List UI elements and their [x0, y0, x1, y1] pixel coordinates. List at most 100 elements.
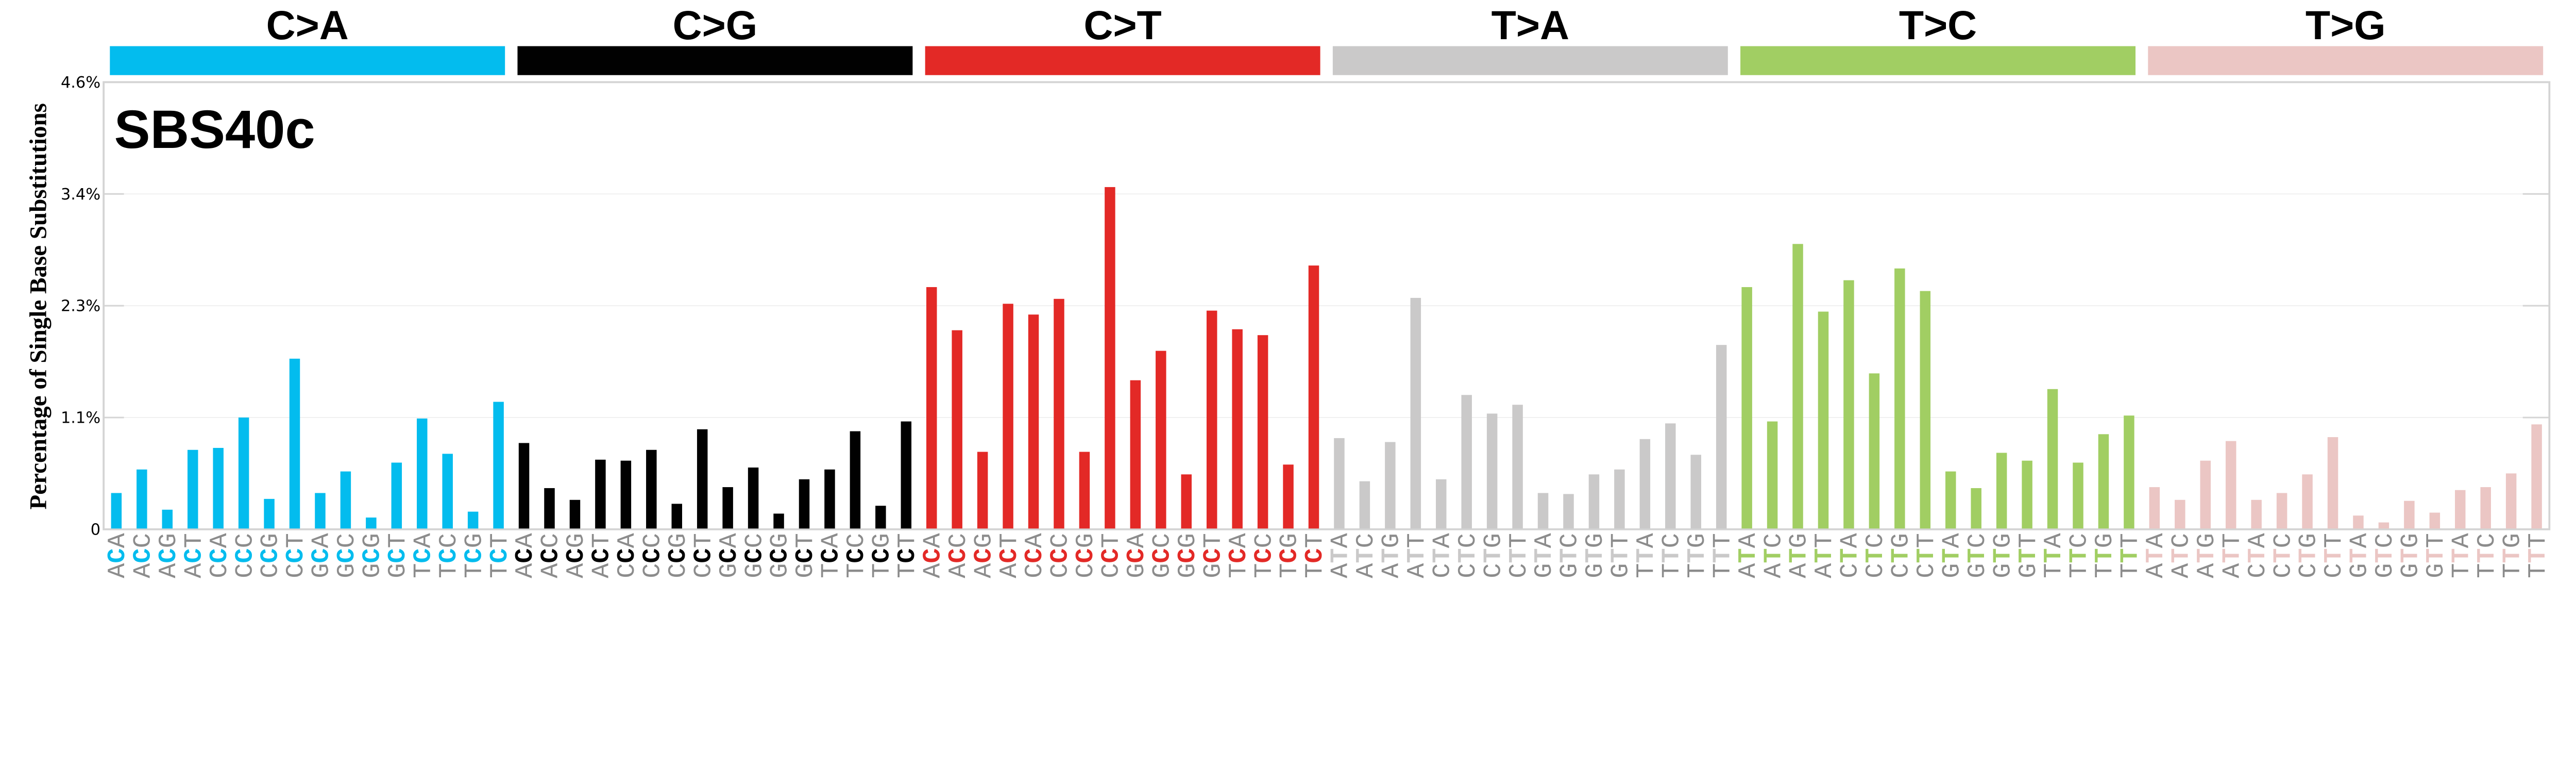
bar: [773, 513, 784, 529]
bar: [2455, 490, 2466, 529]
mutation-type-bar: [2148, 46, 2544, 75]
context-label: GCT: [384, 533, 412, 578]
context-label: GTT: [2014, 533, 2043, 578]
y-tick-label: 4.6%: [61, 74, 100, 92]
context-label: ACG: [562, 533, 590, 578]
bar: [620, 460, 632, 529]
bar: [1741, 287, 1752, 529]
bar: [1792, 244, 1803, 529]
context-label: TCC: [435, 533, 463, 578]
context-label: TTT: [2524, 533, 2552, 578]
context-label: TTG: [2091, 533, 2119, 578]
context-label: GCA: [1123, 532, 1151, 578]
y-tick-label: 1.1%: [61, 409, 100, 427]
bar: [1512, 405, 1523, 529]
context-label: TCG: [1276, 533, 1304, 578]
x-axis-context-labels: ACAACCACGACTCCACCCCCGCCTGCAGCCGCGGCTTCAT…: [104, 532, 2552, 578]
bars: [111, 187, 2542, 529]
bar: [1054, 298, 1064, 529]
context-label: CTA: [1428, 532, 1456, 578]
context-label: GCC: [333, 533, 361, 578]
context-label: CCC: [638, 533, 667, 578]
context-label: TCT: [486, 533, 514, 578]
bar: [1971, 488, 1981, 529]
bar: [1843, 280, 1854, 529]
context-label: CTC: [1861, 533, 1890, 578]
context-label: TTA: [1632, 532, 1660, 578]
context-label: ACA: [104, 532, 132, 578]
context-label: TCT: [893, 533, 922, 578]
context-label: ATT: [1810, 533, 1839, 578]
bar: [1206, 310, 1217, 529]
context-label: CCG: [664, 533, 692, 578]
bar: [391, 462, 402, 529]
context-label: ATG: [1378, 533, 1406, 578]
bar: [2022, 460, 2032, 529]
context-label: TCC: [1250, 533, 1278, 578]
bar: [722, 487, 733, 529]
bar: [544, 488, 555, 529]
bar: [2480, 487, 2491, 529]
bar: [162, 509, 173, 529]
sbs-signature-chart: C>A C>G C>T T>A T>C T>G 0 1.1% 2.3% 3.4% 4.6% Per…: [25, 3, 2552, 578]
bar: [2327, 437, 2338, 529]
bar: [1818, 311, 1829, 529]
bar: [1869, 373, 1880, 529]
context-label: TTG: [1683, 533, 1711, 578]
context-label: ACC: [537, 533, 565, 578]
bar: [1410, 297, 1421, 529]
bar: [1436, 479, 1447, 529]
bar: [1767, 421, 1778, 529]
context-label: ATT: [1403, 533, 1431, 578]
context-label: GCA: [715, 532, 743, 578]
context-label: ATA: [1734, 532, 1762, 578]
bar: [901, 421, 912, 529]
context-label: TTC: [2473, 533, 2501, 578]
context-label: GTA: [1530, 532, 1558, 578]
context-label: ACC: [944, 533, 973, 578]
bar: [1945, 471, 1956, 529]
bar: [417, 418, 428, 529]
context-label: CCA: [206, 532, 234, 578]
context-label: CTT: [1912, 533, 1941, 578]
bar: [2200, 460, 2211, 529]
mutation-type-label: C>T: [1083, 3, 1161, 48]
context-label: ATC: [2167, 533, 2195, 578]
bar: [748, 468, 759, 529]
context-label: TTT: [2116, 533, 2145, 578]
bar: [2124, 415, 2134, 529]
context-label: ATG: [2193, 533, 2221, 578]
context-label: CTG: [2295, 533, 2323, 578]
y-tick-label: 0: [91, 521, 100, 539]
context-label: ATA: [2142, 532, 2170, 578]
bar: [1920, 291, 1931, 529]
context-label: GCT: [1199, 533, 1227, 578]
mutation-type-label: T>G: [2306, 3, 2386, 48]
mutation-type-bar: [517, 46, 913, 75]
bar: [1257, 335, 1268, 529]
bar: [1028, 314, 1039, 529]
bar: [799, 479, 810, 529]
context-label: CCC: [1046, 533, 1075, 578]
context-label: GTG: [1989, 533, 2017, 578]
bar: [646, 449, 657, 529]
bar: [2302, 474, 2313, 529]
bar: [875, 506, 886, 529]
bar: [569, 499, 581, 529]
context-label: TCC: [842, 533, 871, 578]
context-label: GTA: [1938, 532, 1966, 578]
bar: [2149, 487, 2160, 529]
bar: [2404, 501, 2415, 529]
mutation-type-bar: [110, 46, 505, 75]
context-label: ACA: [511, 532, 539, 578]
bar: [2429, 512, 2441, 529]
context-label: TTA: [2040, 532, 2068, 578]
bar: [493, 402, 504, 529]
bar: [111, 493, 122, 529]
context-label: ATC: [1759, 533, 1788, 578]
context-label: CTT: [2320, 533, 2348, 578]
context-label: GTC: [2371, 533, 2399, 578]
context-label: ACC: [129, 533, 157, 578]
bar: [2251, 499, 2262, 529]
context-label: CCC: [231, 533, 259, 578]
